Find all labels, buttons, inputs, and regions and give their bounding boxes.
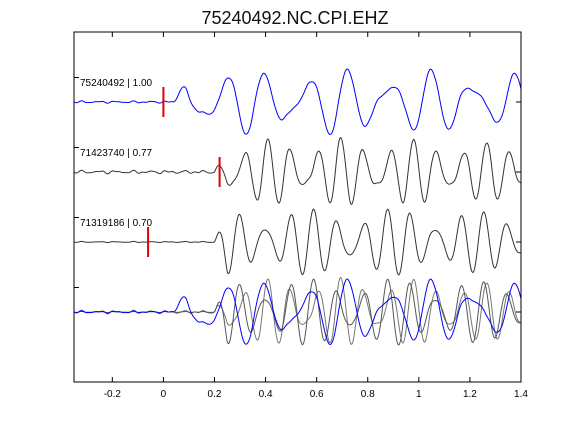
chart-title: 75240492.NC.CPI.EHZ	[201, 8, 388, 28]
plot-frame	[73, 31, 522, 383]
x-tick-label: 0.6	[310, 389, 324, 400]
pick-markers	[147, 87, 221, 257]
trace-label-71319186: 71319186 | 0.70	[80, 218, 153, 229]
trace-75240492	[73, 68, 522, 136]
x-tick-label: 0.4	[259, 389, 273, 400]
trace-labels: 75240492 | 1.00 71423740 | 0.77 71319186 |…	[80, 78, 153, 229]
trace-label-75240492: 75240492 | 1.00	[80, 78, 153, 89]
trace-71423740	[73, 137, 522, 205]
overlay-trace-71423740	[73, 277, 522, 345]
x-axis: -0.2 0 0.2 0.4 0.6 0.8 1 1.2 1.4	[74, 32, 528, 400]
x-tick-label: 0	[161, 389, 167, 400]
x-tick-label: 0.8	[361, 389, 375, 400]
x-tick-label: 1	[416, 389, 422, 400]
overlay-trace-75240492	[73, 278, 522, 346]
x-tick-label: 1.2	[463, 389, 477, 400]
x-tick-label: 0.2	[208, 389, 222, 400]
x-tick-label: -0.2	[104, 389, 122, 400]
traces-layer	[73, 68, 522, 346]
x-tick-label: 1.4	[514, 389, 528, 400]
trace-label-71423740: 71423740 | 0.77	[80, 148, 153, 159]
